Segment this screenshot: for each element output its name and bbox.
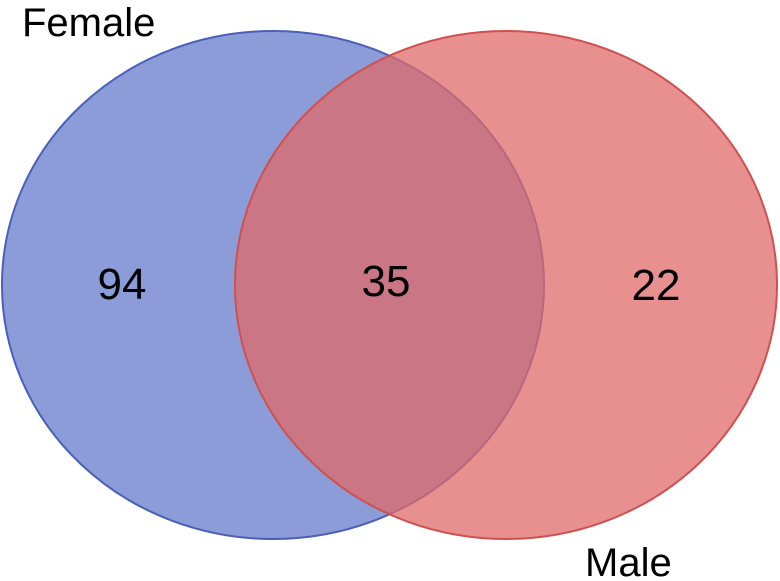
female-only-count: 94 bbox=[98, 260, 147, 309]
female-set-label: Female bbox=[22, 1, 155, 45]
male-set-label: Male bbox=[585, 541, 672, 581]
male-set-circle bbox=[234, 30, 778, 540]
intersection-count: 35 bbox=[362, 257, 411, 306]
male-only-count: 22 bbox=[632, 261, 681, 310]
